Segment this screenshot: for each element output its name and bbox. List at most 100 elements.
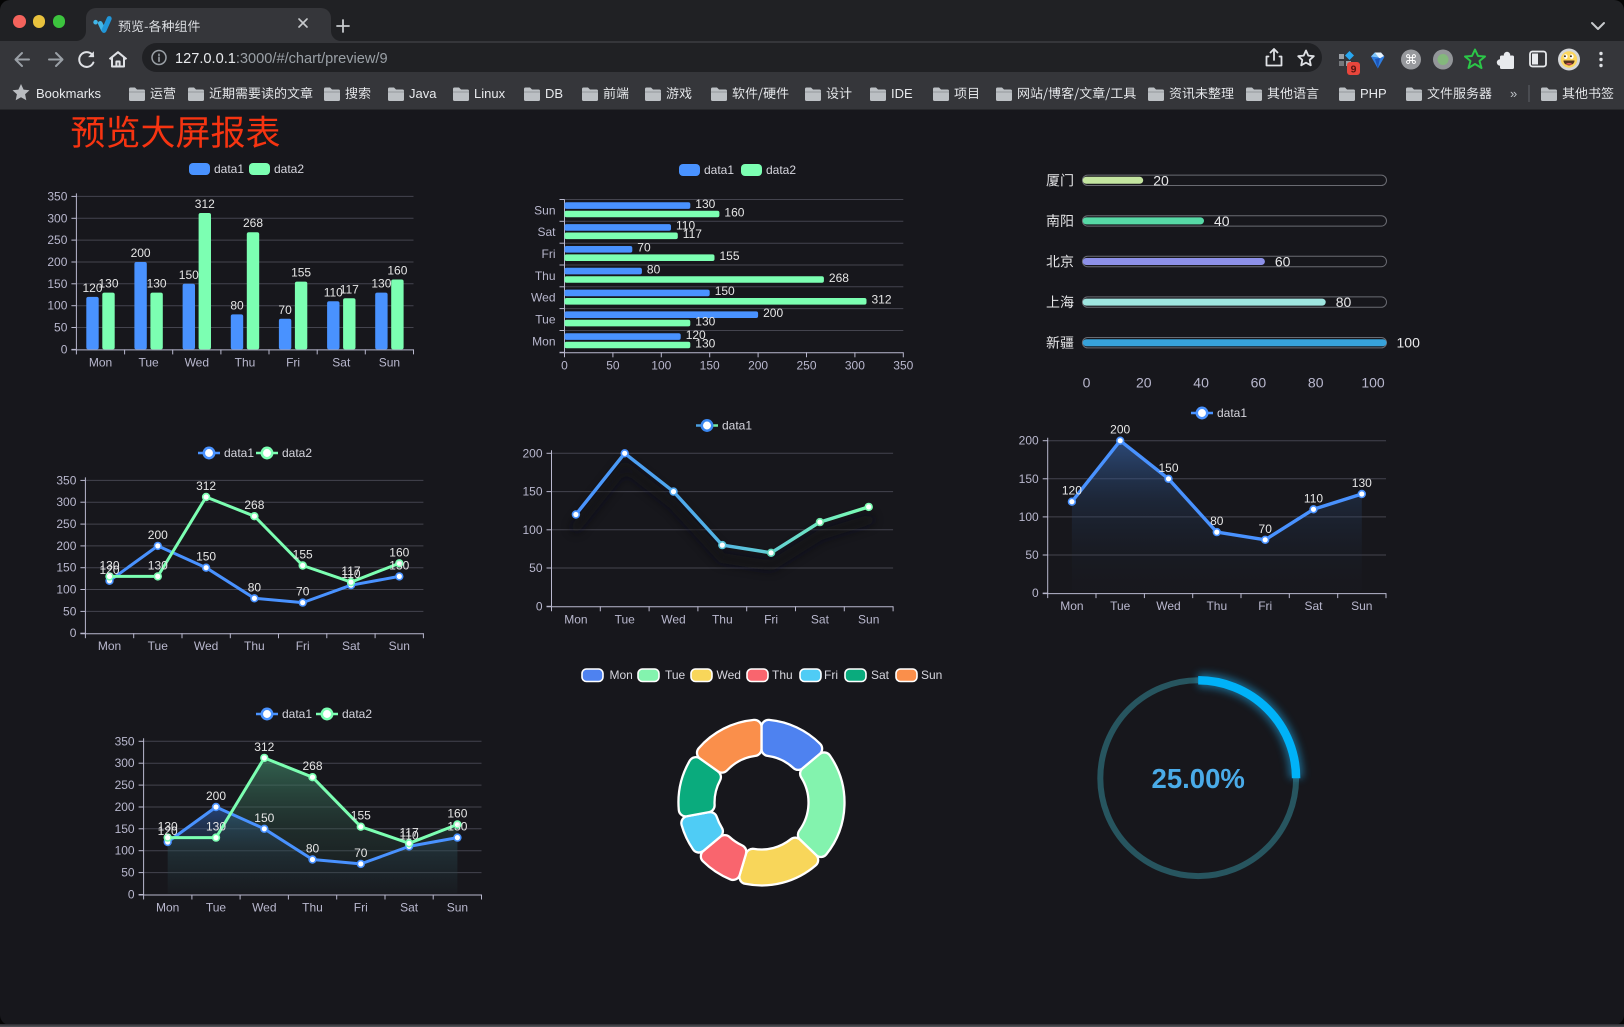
svg-text:300: 300 [115,756,135,770]
svg-text:Sun: Sun [447,901,468,915]
svg-text:160: 160 [387,264,407,278]
svg-text:data2: data2 [766,163,796,177]
svg-text:150: 150 [196,550,216,564]
svg-text:Fri: Fri [1258,599,1272,613]
svg-text:250: 250 [47,233,67,247]
svg-text:80: 80 [1308,375,1324,391]
svg-text:120: 120 [99,563,119,577]
svg-text:300: 300 [47,211,67,225]
svg-text:Fri: Fri [286,355,300,369]
svg-text:200: 200 [1019,434,1039,448]
svg-text:130: 130 [447,820,467,834]
svg-text:Sat: Sat [871,668,890,682]
svg-text:Linux: Linux [474,86,506,101]
svg-text:»: » [1510,86,1517,101]
svg-text:⌘: ⌘ [1405,52,1418,67]
svg-text:120: 120 [1062,484,1082,498]
svg-text:200: 200 [47,255,67,269]
svg-text:data1: data1 [214,162,244,176]
svg-text:110: 110 [341,567,360,581]
svg-text:268: 268 [243,216,263,230]
svg-text:200: 200 [748,358,768,372]
svg-text:Tue: Tue [206,901,227,915]
svg-text:130: 130 [206,820,226,834]
svg-text:80: 80 [248,580,262,594]
svg-text:268: 268 [244,498,264,512]
svg-text:Sat: Sat [537,225,556,239]
svg-text:100: 100 [522,523,542,537]
svg-text:130: 130 [98,277,118,291]
svg-text:200: 200 [131,246,151,260]
svg-text:200: 200 [522,446,542,460]
svg-text:0: 0 [61,342,68,356]
svg-text:117: 117 [340,282,359,296]
svg-text:Sat: Sat [1304,599,1323,613]
svg-text:130: 130 [389,558,409,572]
svg-text:117: 117 [400,825,419,839]
svg-text:0: 0 [536,599,543,613]
svg-text:100: 100 [115,844,135,858]
svg-text:0: 0 [1032,586,1039,600]
svg-text:150: 150 [715,284,735,298]
svg-text:150: 150 [115,822,135,836]
svg-text:312: 312 [196,479,216,493]
svg-text:Fri: Fri [824,668,838,682]
svg-text:20: 20 [1136,375,1152,391]
svg-text:300: 300 [56,495,76,509]
svg-text:100: 100 [1019,510,1039,524]
svg-text:268: 268 [302,759,322,773]
svg-text:200: 200 [115,800,135,814]
svg-text:Thu: Thu [772,668,793,682]
svg-text:Wed: Wed [661,612,685,626]
svg-text:IDE: IDE [891,86,913,101]
svg-text:200: 200 [206,789,226,803]
svg-text:80: 80 [1336,294,1352,310]
svg-text:Sun: Sun [389,639,410,653]
svg-text:Fri: Fri [354,901,368,915]
svg-text:110: 110 [1304,491,1323,505]
svg-text:80: 80 [230,298,244,312]
svg-text:0: 0 [70,626,77,640]
svg-text:data1: data1 [1217,406,1247,420]
svg-text:150: 150 [700,358,720,372]
svg-text:data1: data1 [704,163,734,177]
svg-text:150: 150 [56,561,76,575]
svg-text:50: 50 [54,321,68,335]
svg-text:150: 150 [522,485,542,499]
svg-text:Tue: Tue [138,355,159,369]
svg-text:Sat: Sat [811,612,830,626]
svg-text:350: 350 [56,473,76,487]
svg-text:150: 150 [47,277,67,291]
svg-text:Tue: Tue [1110,599,1131,613]
svg-text:312: 312 [195,197,215,211]
svg-text:60: 60 [1275,254,1291,270]
svg-text:PHP: PHP [1360,86,1387,101]
svg-text:Mon: Mon [1060,599,1083,613]
svg-text:250: 250 [56,517,76,531]
svg-text:130: 130 [1352,476,1372,490]
svg-text:Mon: Mon [89,355,112,369]
svg-text:Thu: Thu [1206,599,1227,613]
svg-text:40: 40 [1214,213,1230,229]
svg-text:268: 268 [829,271,849,285]
svg-text:Thu: Thu [535,269,556,283]
svg-text:50: 50 [1025,548,1039,562]
svg-text:312: 312 [254,740,274,754]
svg-text:Sun: Sun [1351,599,1372,613]
svg-text:130: 130 [695,336,715,350]
svg-text:Wed: Wed [194,639,218,653]
svg-text:0: 0 [561,358,568,372]
svg-text:data2: data2 [342,707,372,721]
svg-text:160: 160 [724,205,744,219]
svg-text:200: 200 [148,528,168,542]
svg-text:80: 80 [1210,514,1224,528]
svg-text:Mon: Mon [98,639,121,653]
svg-text:130: 130 [371,277,391,291]
svg-text:Sat: Sat [400,901,419,915]
svg-text:120: 120 [158,824,178,838]
svg-text:0: 0 [128,888,135,902]
svg-text:Sun: Sun [921,668,942,682]
svg-text:70: 70 [296,585,310,599]
svg-text:350: 350 [115,734,135,748]
svg-text:DB: DB [545,86,563,101]
